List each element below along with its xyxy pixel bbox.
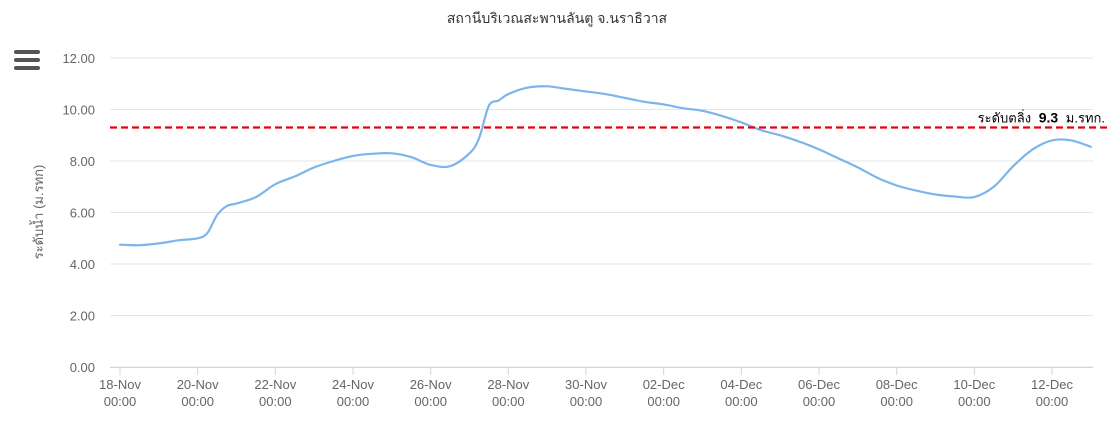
- x-tick-sublabel: 00:00: [259, 394, 292, 409]
- x-tick-sublabel: 00:00: [1036, 394, 1069, 409]
- threshold-label-prefix: ระดับตลิ่ง: [978, 110, 1031, 126]
- chart-title: สถานีบริเวณสะพานลันตู จ.นราธิวาส: [447, 10, 668, 27]
- y-tick-label: 12.00: [62, 51, 95, 66]
- threshold-label: ระดับตลิ่ง 9.3 ม.รทก.: [978, 110, 1105, 126]
- y-tick-label: 8.00: [70, 154, 95, 169]
- x-tick-label: 12-Dec: [1031, 377, 1073, 392]
- x-tick-label: 02-Dec: [643, 377, 685, 392]
- x-tick-sublabel: 00:00: [181, 394, 214, 409]
- x-tick-label: 30-Nov: [565, 377, 607, 392]
- x-tick-sublabel: 00:00: [104, 394, 137, 409]
- x-tick-sublabel: 00:00: [570, 394, 603, 409]
- x-tick-label: 20-Nov: [177, 377, 219, 392]
- x-tick-label: 04-Dec: [720, 377, 762, 392]
- x-tick-label: 10-Dec: [953, 377, 995, 392]
- grid-lines: [110, 57, 1093, 368]
- hamburger-menu-icon[interactable]: [14, 50, 40, 70]
- y-tick-label: 6.00: [70, 206, 95, 221]
- y-tick-label: 2.00: [70, 309, 95, 324]
- x-tick-label: 06-Dec: [798, 377, 840, 392]
- x-tick-sublabel: 00:00: [414, 394, 447, 409]
- x-tick-label: 26-Nov: [410, 377, 452, 392]
- x-axis: 18-Nov 00:00 20-Nov 00:00 22-Nov 00:00 24-Nov 0…: [99, 367, 1093, 409]
- y-axis-label: ระดับน้ำ (ม.รทก): [29, 165, 46, 260]
- y-tick-label: 0.00: [70, 360, 95, 375]
- y-axis: 0.00 2.00 4.00 6.00 8.00 10.00 12.00: [62, 51, 95, 375]
- x-tick-label: 24-Nov: [332, 377, 374, 392]
- x-tick-sublabel: 00:00: [958, 394, 991, 409]
- water-level-series-line: [118, 85, 1092, 247]
- x-tick-sublabel: 00:00: [803, 394, 836, 409]
- x-tick-label: 22-Nov: [254, 377, 296, 392]
- x-tick-label: 28-Nov: [487, 377, 529, 392]
- x-tick-sublabel: 00:00: [337, 394, 370, 409]
- x-tick-label: 08-Dec: [876, 377, 918, 392]
- y-tick-label: 10.00: [62, 103, 95, 118]
- threshold-layer: ระดับตลิ่ง 9.3 ม.รทก.: [110, 110, 1107, 129]
- series-layer: [118, 85, 1092, 247]
- x-tick-label: 18-Nov: [99, 377, 141, 392]
- threshold-label-value: 9.3: [1039, 110, 1059, 126]
- threshold-label-suffix: ม.รทก.: [1066, 111, 1105, 126]
- x-tick-sublabel: 00:00: [492, 394, 525, 409]
- x-tick-sublabel: 00:00: [880, 394, 913, 409]
- y-tick-label: 4.00: [70, 257, 95, 272]
- x-tick-sublabel: 00:00: [725, 394, 758, 409]
- x-tick-sublabel: 00:00: [647, 394, 680, 409]
